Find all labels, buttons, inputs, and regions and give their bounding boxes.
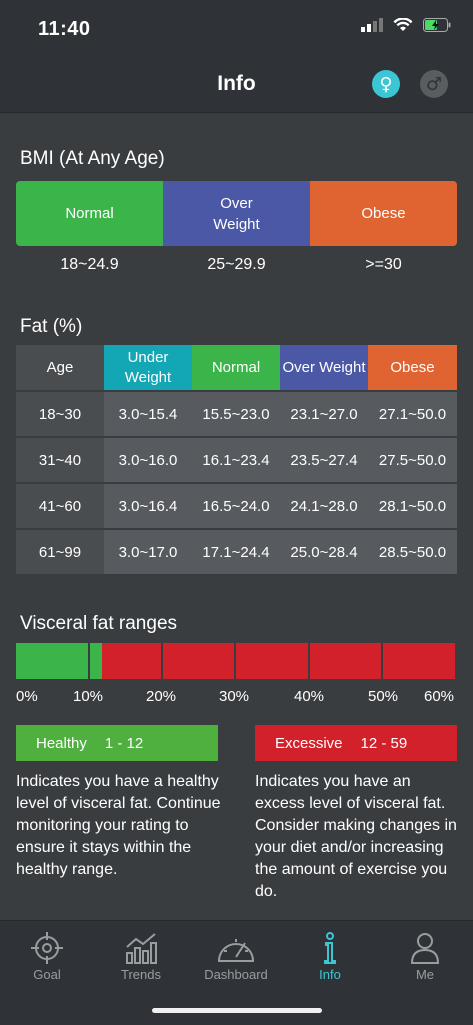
bmi-bar: Normal Over Weight Obese	[16, 181, 457, 246]
table-row: 41~60 3.0~16.4 16.5~24.0 24.1~28.0 28.1~…	[16, 482, 457, 529]
table-cell: 61~99	[16, 528, 104, 574]
scale-tick-label: 40%	[294, 688, 325, 705]
status-icons	[361, 18, 451, 32]
table-cell: 27.1~50.0	[368, 390, 457, 437]
battery-icon	[423, 18, 451, 32]
tab-info[interactable]: Info	[290, 929, 370, 982]
table-cell: 27.5~50.0	[368, 436, 457, 483]
table-cell: 3.0~16.4	[104, 482, 192, 529]
tab-label: Trends	[121, 967, 161, 982]
female-toggle-button[interactable]: ♀	[372, 70, 400, 98]
bmi-obese-range: >=30	[365, 256, 402, 273]
trends-icon	[126, 933, 157, 964]
fat-table: Age Under Weight Normal Over Weight Obes…	[16, 345, 457, 574]
table-cell: 24.1~28.0	[280, 482, 368, 529]
person-icon	[410, 933, 440, 964]
bmi-overweight-segment: Over Weight	[163, 181, 310, 246]
tab-label: Me	[415, 967, 435, 982]
table-cell: 16.5~24.0	[192, 482, 280, 529]
header-overweight: Over Weight	[280, 345, 368, 391]
header-normal: Normal	[192, 345, 280, 391]
scale-tick-label: 0%	[16, 688, 38, 705]
bmi-normal-segment: Normal	[16, 181, 163, 246]
table-row: 18~30 3.0~15.4 15.5~23.0 23.1~27.0 27.1~…	[16, 390, 457, 437]
table-cell: 31~40	[16, 436, 104, 483]
table-cell: 3.0~17.0	[104, 528, 192, 574]
divider	[381, 643, 383, 679]
tab-bar: Goal Trends Dashboard Info Me	[0, 920, 473, 1025]
tab-me[interactable]: Me	[385, 929, 465, 982]
table-cell: 41~60	[16, 482, 104, 529]
visceral-scale-bar	[16, 643, 457, 679]
target-icon	[31, 932, 63, 964]
visceral-excess-segment	[163, 643, 234, 679]
signal-icon	[361, 18, 383, 32]
healthy-legend: Healthy 1 - 12	[16, 725, 218, 761]
healthy-label: Healthy	[36, 734, 87, 752]
visceral-excess-segment	[383, 643, 455, 679]
info-icon	[324, 932, 336, 964]
gauge-icon	[217, 939, 255, 962]
header-underweight: Under Weight	[104, 345, 192, 391]
divider	[308, 643, 310, 679]
table-cell: 28.1~50.0	[368, 482, 457, 529]
healthy-description: Indicates you have a healthy level of vi…	[16, 773, 221, 878]
divider	[88, 643, 90, 679]
table-cell: 28.5~50.0	[368, 528, 457, 574]
table-cell: 23.5~27.4	[280, 436, 368, 483]
table-cell: 23.1~27.0	[280, 390, 368, 437]
tab-label: Dashboard	[204, 967, 268, 982]
male-toggle-button[interactable]: ♂	[420, 70, 448, 98]
excessive-label: Excessive	[275, 734, 343, 752]
table-cell: 15.5~23.0	[192, 390, 280, 437]
tab-label: Info	[319, 967, 341, 982]
table-cell: 16.1~23.4	[192, 436, 280, 483]
excessive-description: Indicates you have an excess level of vi…	[255, 773, 457, 900]
scale-tick-label: 10%	[73, 688, 104, 705]
excessive-range: 12 - 59	[360, 734, 408, 752]
visceral-healthy-segment	[16, 643, 88, 679]
header-obese: Obese	[368, 345, 457, 391]
visceral-title: Visceral fat ranges	[20, 613, 178, 634]
excessive-legend: Excessive 12 - 59	[255, 725, 457, 761]
table-row: 61~99 3.0~17.0 17.1~24.4 25.0~28.4 28.5~…	[16, 528, 457, 574]
header-age: Age	[16, 345, 104, 391]
bmi-normal-range: 18~24.9	[60, 256, 119, 273]
table-cell: 17.1~24.4	[192, 528, 280, 574]
table-row: 31~40 3.0~16.0 16.1~23.4 23.5~27.4 27.5~…	[16, 436, 457, 483]
healthy-range: 1 - 12	[104, 734, 144, 752]
table-cell: 25.0~28.4	[280, 528, 368, 574]
status-bar: 11:40	[0, 0, 473, 60]
status-time: 11:40	[38, 18, 91, 40]
tab-dashboard[interactable]: Dashboard	[196, 929, 276, 982]
table-cell: 3.0~16.0	[104, 436, 192, 483]
tab-label: Goal	[33, 967, 61, 982]
visceral-healthy-segment	[90, 643, 102, 679]
table-cell: 18~30	[16, 390, 104, 437]
page-title: Info	[217, 72, 256, 95]
female-icon: ♀	[379, 73, 393, 95]
visceral-excess-segment	[310, 643, 381, 679]
scale-tick-label: 60%	[424, 688, 455, 705]
visceral-excess-segment	[236, 643, 308, 679]
wifi-icon	[393, 18, 413, 31]
table-cell: 3.0~15.4	[104, 390, 192, 437]
fat-title: Fat (%)	[20, 316, 83, 337]
bmi-overweight-range: 25~29.9	[207, 256, 266, 273]
scale-tick-label: 50%	[368, 688, 399, 705]
divider	[161, 643, 163, 679]
nav-bar: Info ♀ ♂	[0, 60, 473, 113]
visceral-excess-segment	[102, 643, 161, 679]
male-icon: ♂	[425, 73, 443, 95]
bmi-title: BMI (At Any Age)	[20, 148, 165, 169]
fat-table-header: Age Under Weight Normal Over Weight Obes…	[16, 345, 457, 391]
tab-goal[interactable]: Goal	[7, 929, 87, 982]
home-indicator	[152, 1008, 322, 1013]
divider	[234, 643, 236, 679]
scale-tick-label: 30%	[219, 688, 250, 705]
bmi-obese-segment: Obese	[310, 181, 457, 246]
scale-tick-label: 20%	[146, 688, 177, 705]
tab-trends[interactable]: Trends	[101, 929, 181, 982]
